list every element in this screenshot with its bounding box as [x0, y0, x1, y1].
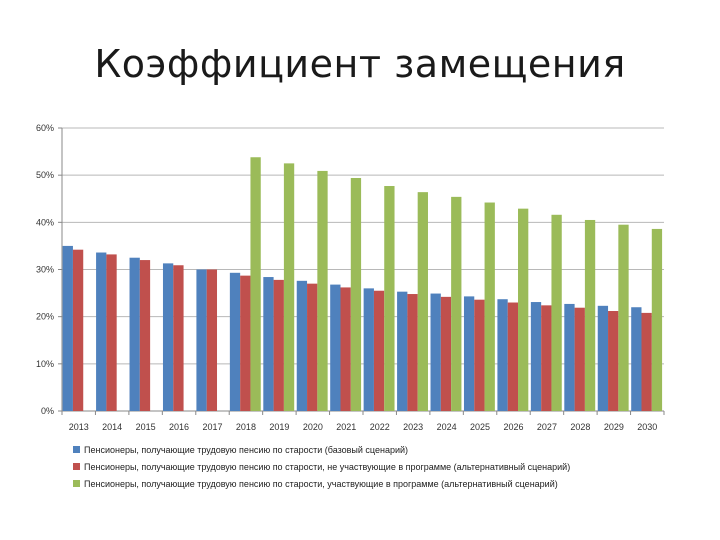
- bar: [551, 214, 562, 411]
- legend-entry: Пенсионеры, получающие трудовую пенсию п…: [84, 462, 570, 472]
- chart-title: Коэффициент замещения: [94, 42, 626, 86]
- bar: [564, 303, 575, 411]
- x-tick-label: 2017: [202, 422, 222, 432]
- legend-swatch: [73, 446, 80, 453]
- bar: [363, 288, 374, 411]
- legend-swatch: [73, 463, 80, 470]
- x-tick-label: 2016: [169, 422, 189, 432]
- bar: [430, 293, 441, 411]
- bar: [250, 157, 261, 411]
- bar: [129, 257, 140, 411]
- bar: [350, 177, 362, 411]
- bar: [384, 186, 395, 411]
- bar: [417, 192, 428, 411]
- bar: [608, 311, 619, 411]
- x-tick-label: 2026: [503, 422, 523, 432]
- bar: [651, 228, 663, 411]
- bar: [597, 305, 609, 411]
- y-tick-label: 0%: [41, 406, 54, 416]
- y-tick-label: 30%: [36, 265, 54, 275]
- bar: [173, 265, 184, 411]
- bar: [451, 196, 462, 411]
- legend-entry: Пенсионеры, получающие трудовую пенсию п…: [84, 479, 558, 489]
- bar: [273, 279, 284, 411]
- bar: [106, 254, 117, 411]
- bar: [507, 302, 519, 411]
- bar: [373, 290, 385, 411]
- bar: [497, 299, 508, 411]
- bar: [463, 296, 475, 411]
- bar: [206, 269, 218, 411]
- bar: [631, 307, 642, 411]
- bar: [317, 170, 328, 411]
- bar: [340, 287, 351, 411]
- bar: [240, 275, 251, 411]
- x-tick-label: 2022: [370, 422, 390, 432]
- x-tick-label: 2027: [537, 422, 557, 432]
- x-tick-label: 2029: [604, 422, 624, 432]
- bar: [584, 219, 596, 411]
- bar: [229, 272, 241, 411]
- bar: [62, 245, 73, 411]
- bar: [263, 277, 274, 411]
- bar: [484, 202, 495, 411]
- bar: [641, 312, 652, 411]
- x-tick-label: 2019: [269, 422, 289, 432]
- x-tick-label: 2021: [336, 422, 356, 432]
- legend: Пенсионеры, получающие трудовую пенсию п…: [73, 445, 570, 489]
- bar: [618, 224, 629, 411]
- bar: [296, 280, 308, 411]
- bar: [440, 296, 452, 411]
- bar: [407, 294, 418, 411]
- bar: [283, 163, 295, 411]
- bar: [196, 269, 207, 411]
- y-tick-label: 50%: [36, 170, 54, 180]
- axes: 0% 10% 20% 30% 40% 50% 60% 2013 2014 2015 2016 2017…: [36, 123, 665, 432]
- bar: [72, 249, 84, 411]
- x-tick-label: 2024: [437, 422, 457, 432]
- bars: [62, 157, 663, 411]
- bar: [397, 291, 408, 411]
- bar: [330, 284, 341, 411]
- x-tick-label: 2023: [403, 422, 423, 432]
- y-tick-label: 40%: [36, 217, 54, 227]
- x-tick-label: 2030: [637, 422, 657, 432]
- x-tick-label: 2028: [570, 422, 590, 432]
- bar: [307, 283, 318, 411]
- bar: [530, 302, 542, 411]
- bar: [139, 260, 151, 411]
- legend-entry: Пенсионеры, получающие трудовую пенсию п…: [84, 445, 408, 455]
- x-tick-label: 2015: [136, 422, 156, 432]
- x-tick-label: 2013: [69, 422, 89, 432]
- bar: [541, 305, 552, 411]
- y-tick-label: 60%: [36, 123, 54, 133]
- x-tick-label: 2020: [303, 422, 323, 432]
- bar: [96, 252, 107, 411]
- y-tick-label: 20%: [36, 312, 54, 322]
- x-tick-label: 2025: [470, 422, 490, 432]
- y-tick-label: 10%: [36, 359, 54, 369]
- x-tick-label: 2014: [102, 422, 122, 432]
- legend-swatch: [73, 480, 80, 487]
- bar: [474, 299, 485, 411]
- bar: [518, 208, 529, 411]
- x-tick-label: 2018: [236, 422, 256, 432]
- bar: [574, 307, 585, 411]
- bar: [162, 263, 174, 411]
